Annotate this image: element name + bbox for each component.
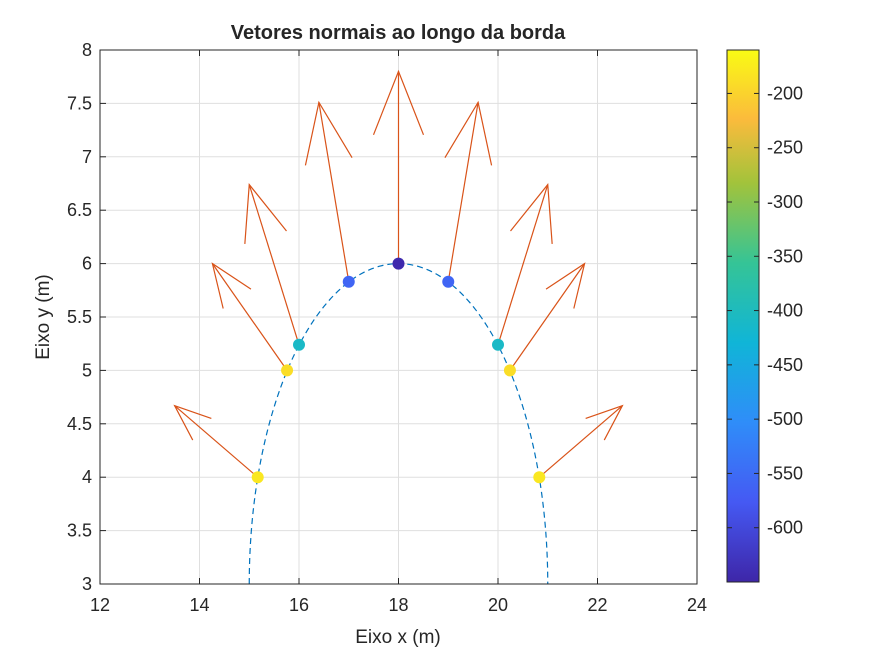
normal-vector-head	[545, 262, 586, 309]
y-tick-label: 7.5	[67, 93, 92, 113]
colorbar-ticks: -200 -250 -300 -350 -400 -450 -500 -550 -600	[727, 83, 803, 538]
boundary-point	[392, 257, 405, 270]
y-axis-label: Eixo y (m)	[33, 274, 54, 360]
colorbar	[726, 49, 760, 583]
normal-vector-head	[244, 183, 287, 244]
normal-vector-head	[510, 183, 553, 244]
colorbar-tick-label: -400	[767, 301, 803, 321]
normal-vector-shaft	[509, 263, 586, 371]
y-tick-label: 5.5	[67, 307, 92, 327]
normal-vector-shaft	[447, 102, 479, 282]
x-axis-ticks: 12 14 16 18 20 22 24	[90, 50, 707, 615]
boundary-points	[251, 257, 546, 484]
y-tick-label: 4.5	[67, 414, 92, 434]
y-tick-label: 3.5	[67, 521, 92, 541]
colorbar-tick-label: -250	[767, 138, 803, 158]
normal-vector-shaft	[174, 405, 259, 478]
colorbar-tick-label: -350	[767, 246, 803, 266]
y-tick-label: 7	[82, 147, 92, 167]
colorbar-tick-label: -450	[767, 355, 803, 375]
normal-vector-shaft	[211, 263, 288, 371]
normal-vector-shaft	[318, 102, 350, 282]
x-tick-label: 20	[488, 595, 508, 615]
y-tick-label: 6	[82, 254, 92, 274]
normal-vector-head	[444, 100, 493, 166]
boundary-point	[492, 338, 504, 351]
chart-title: Vetores normais ao longo da borda	[231, 22, 566, 44]
y-tick-label: 4	[82, 467, 92, 487]
boundary-point	[293, 338, 305, 351]
x-tick-label: 22	[587, 595, 607, 615]
y-tick-label: 6.5	[67, 200, 92, 220]
normal-vector-shaft	[248, 184, 300, 345]
y-tick-label: 3	[82, 574, 92, 594]
boundary-point	[251, 471, 264, 484]
x-tick-label: 14	[189, 595, 209, 615]
colorbar-tick-label: -300	[767, 192, 803, 212]
x-tick-label: 12	[90, 595, 110, 615]
x-tick-label: 16	[289, 595, 309, 615]
colorbar-tick-label: -200	[767, 83, 803, 103]
y-axis-ticks: 3 3.5 4 4.5 5 5.5 6 6.5 7 7.5 8	[67, 40, 697, 594]
y-tick-label: 5	[82, 360, 92, 380]
normal-vector-shaft	[497, 184, 549, 345]
x-tick-label: 24	[687, 595, 707, 615]
y-tick-label: 8	[82, 40, 92, 60]
boundary-point	[533, 471, 546, 484]
x-tick-label: 18	[388, 595, 408, 615]
colorbar-tick-label: -500	[767, 409, 803, 429]
normal-vector-head	[372, 69, 425, 136]
colorbar-tick-label: -550	[767, 463, 803, 483]
boundary-point	[442, 275, 455, 288]
colorbar-tick-label: -600	[767, 518, 803, 538]
boundary-point	[281, 364, 294, 377]
normal-vector-shaft	[538, 405, 623, 478]
normal-vector-head	[585, 404, 624, 441]
boundary-point	[503, 364, 516, 377]
normal-vectors	[173, 69, 624, 478]
normal-vector-head	[211, 262, 252, 309]
normal-vector-head	[304, 100, 353, 166]
boundary-point	[342, 275, 355, 288]
x-axis-label: Eixo x (m)	[355, 627, 441, 648]
normal-vector-head	[173, 404, 212, 441]
